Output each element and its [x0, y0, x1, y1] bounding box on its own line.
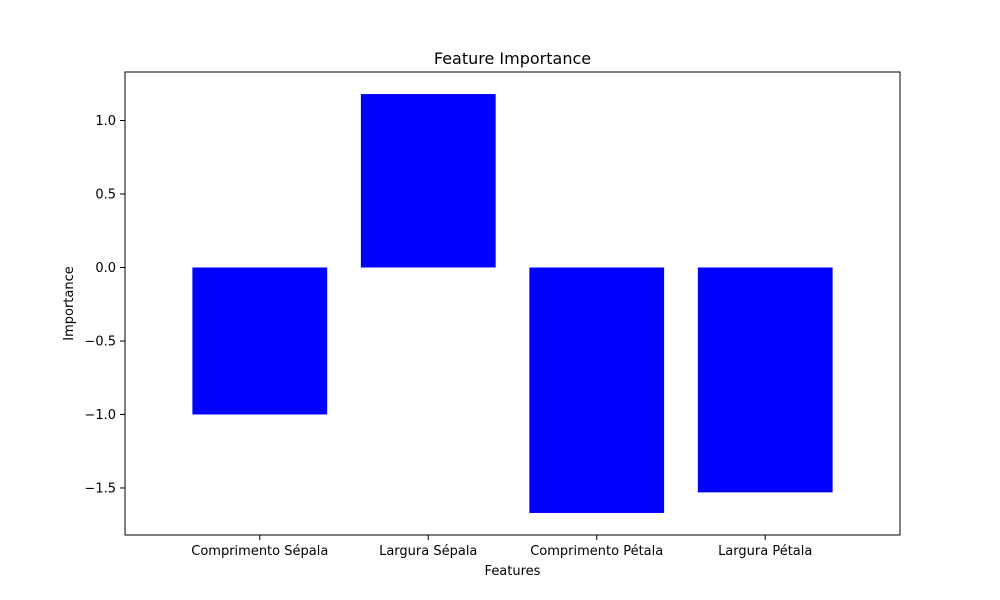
- y-tick-label: 1.0: [95, 114, 116, 129]
- bar-4: [697, 267, 833, 493]
- x-axis-title: Features: [485, 564, 541, 579]
- bar-1: [192, 267, 328, 415]
- x-tick-label: Largura Sépala: [379, 544, 477, 559]
- x-tick-label: Comprimento Sépala: [191, 544, 328, 559]
- x-tick-label: Largura Pétala: [718, 544, 812, 559]
- y-tick-label: 0.0: [95, 261, 116, 276]
- bar-3: [529, 267, 665, 513]
- y-tick-label: −0.5: [84, 334, 116, 349]
- y-axis-title: Importance: [62, 266, 77, 341]
- x-tick-label: Comprimento Pétala: [530, 544, 663, 559]
- bars-layer: [192, 94, 833, 513]
- plot-frame: [124, 71, 901, 536]
- bar-2: [360, 94, 496, 268]
- y-axis: 1.0 0.5 0.0 −0.5 −1.0 −1.5: [84, 114, 125, 496]
- x-axis: Comprimento Sépala Largura Sépala Comprime…: [191, 535, 812, 559]
- y-tick-label: 0.5: [95, 187, 116, 202]
- chart-title: Feature Importance: [434, 49, 591, 68]
- y-tick-label: −1.0: [84, 408, 116, 423]
- y-tick-label: −1.5: [84, 481, 116, 496]
